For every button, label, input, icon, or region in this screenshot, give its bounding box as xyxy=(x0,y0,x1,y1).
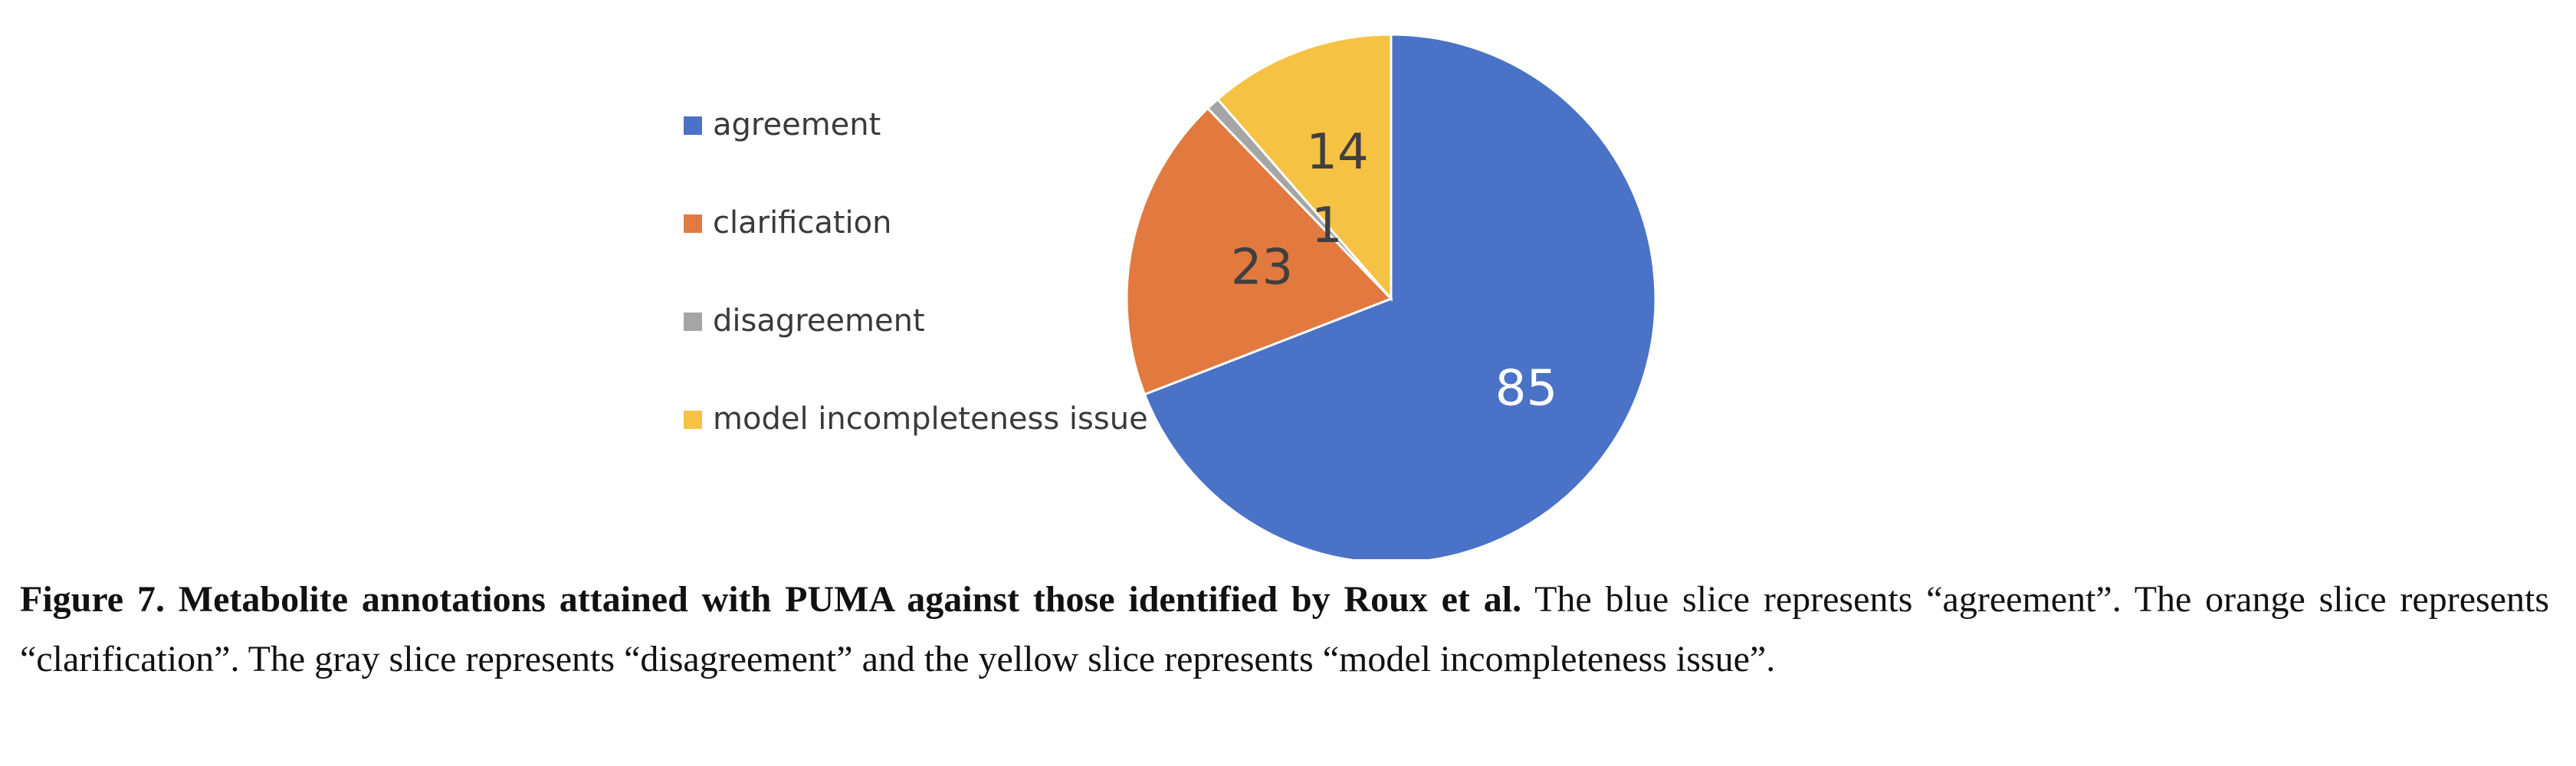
legend-label-model-incompleteness-issue: model incompleteness issue xyxy=(713,401,1148,437)
data-label-agreement: 85 xyxy=(1495,360,1557,417)
pie-slice-agreement xyxy=(1143,33,1657,565)
data-label-clarification: 23 xyxy=(1231,239,1293,296)
data-label-disagreement: 1 xyxy=(1311,198,1343,254)
caption-title: Figure 7. Metabolite annotations attaine… xyxy=(20,579,1522,620)
legend-swatch-model-incompleteness-issue xyxy=(684,411,702,429)
caption-text: The blue slice represents “agreement”. T… xyxy=(20,579,2550,679)
data-label-model-incompleteness-issue: 14 xyxy=(1306,124,1368,181)
pie-slice-clarification xyxy=(1125,106,1393,396)
pie-slice-model-incompleteness-issue xyxy=(1216,33,1393,303)
pie-chart: 85 23 1 14 agreement clarification disagreeme… xyxy=(684,33,1657,565)
pie-data-labels: 85 23 1 14 xyxy=(1231,124,1557,417)
legend-label-disagreement: disagreement xyxy=(713,303,925,339)
pie-chart-svg: 85 23 1 14 agreement clarification disagreeme… xyxy=(684,33,1657,565)
legend-label-clarification: clarification xyxy=(713,205,892,241)
legend-swatch-agreement xyxy=(684,116,702,135)
legend-swatch-disagreement xyxy=(684,313,702,331)
figure-caption: Figure 7. Metabolite annotations attaine… xyxy=(20,570,2549,689)
legend-swatch-clarification xyxy=(684,214,702,233)
legend: agreement clarification disagreement model … xyxy=(684,107,1148,437)
pie-slices xyxy=(1125,33,1657,565)
legend-label-agreement: agreement xyxy=(713,107,881,142)
